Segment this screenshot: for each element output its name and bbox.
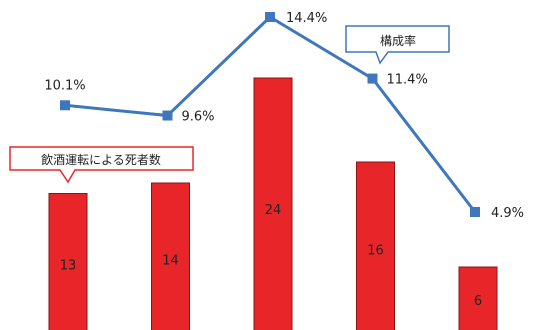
bar-value-label-4: 16 (367, 243, 384, 258)
bar-series-callout-box (9, 146, 194, 184)
bar-series-callout: 飲酒運転による死者数 (9, 146, 194, 184)
bar-1 (48, 193, 88, 330)
line-series: 10.1% 9.6% 14.4% 11.4% 4.9% (44, 11, 524, 221)
line-marker-2 (162, 110, 173, 121)
line-marker-4 (367, 73, 378, 84)
bar-5 (458, 266, 498, 330)
line-value-label-5: 4.9% (491, 206, 524, 221)
bar-4 (356, 161, 395, 330)
bar-value-label-5: 6 (474, 294, 482, 309)
line-value-label-2: 9.6% (182, 110, 215, 125)
bar-series-callout-label: 飲酒運転による死者数 (41, 152, 161, 167)
line-marker-1 (60, 100, 70, 111)
bar-series: 13 14 24 16 6 (48, 77, 498, 330)
bar-value-label-3: 24 (265, 203, 282, 218)
bar-value-label-2: 14 (162, 253, 179, 268)
line-series-callout-label: 構成率 (380, 33, 416, 48)
line-value-label-1: 10.1% (44, 78, 85, 93)
line-series-callout: 構成率 (345, 25, 450, 65)
bar-3 (253, 77, 293, 330)
bar-value-label-1: 13 (60, 258, 77, 273)
bar-2 (151, 182, 190, 330)
line-value-label-3: 14.4% (286, 11, 327, 26)
line-series-callout-box (345, 25, 450, 65)
line-marker-5 (470, 207, 480, 217)
line-marker-3 (265, 12, 275, 22)
line-value-label-4: 11.4% (387, 73, 428, 88)
